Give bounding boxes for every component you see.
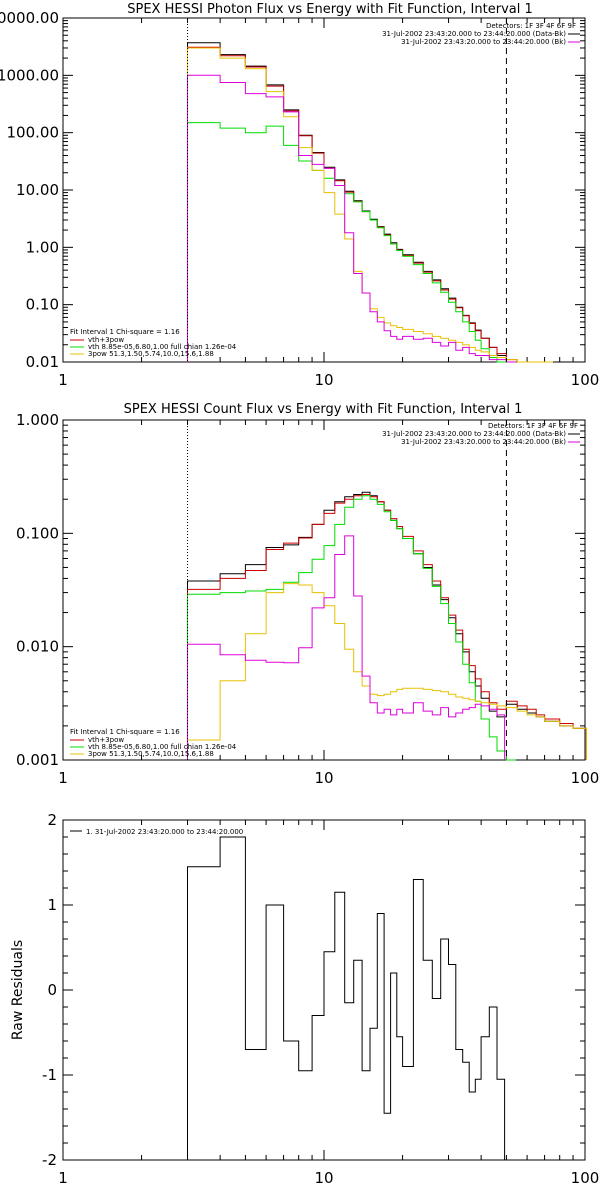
- y-tick-label: 0.01: [26, 353, 59, 371]
- photon-series-data-bk: [187, 42, 516, 363]
- x-tick-label: 100: [571, 1169, 600, 1187]
- photon-series: [187, 42, 553, 363]
- x-tick-label: 100: [571, 769, 600, 787]
- count-legend-fit: vth+3pow: [88, 736, 124, 744]
- y-tick-label: 0.10: [26, 296, 59, 314]
- photon-flux-title: SPEX HESSI Photon Flux vs Energy with Fi…: [127, 2, 533, 17]
- count-series-3pow: [187, 583, 587, 760]
- residuals-legend: 1. 31-Jul-2002 23:43:20.000 to 23:44:20.…: [86, 828, 243, 836]
- residuals-panel: 1 10 100 -2 -1 0 1 2 Raw Residuals 1. 31-Jul-20…: [10, 811, 599, 1187]
- y-tick-label: 100.00: [7, 124, 60, 142]
- photon-legend-3pow: 3pow 51.3,1.50,5.74,10.0,15.6,1.88: [88, 350, 214, 358]
- y-tick-label: 10000.00: [0, 9, 59, 27]
- count-legend-vth: vth 8.85e-05,6.80,1.00 full chian 1.26e-…: [88, 743, 237, 751]
- count-series-data-bk: [187, 491, 587, 760]
- count-series-vth-3pow: [187, 494, 587, 760]
- photon-detectors: Detectors: 1F 3F 4F 6F 9F: [486, 22, 576, 30]
- photon-legend-fit: vth+3pow: [88, 336, 124, 344]
- x-tick-label: 1: [58, 371, 68, 389]
- x-tick-label: 10: [314, 371, 333, 389]
- count-series: [187, 491, 587, 761]
- photon-axis-ticks: 1 10 100 0.01 0.10 1.00 10.00 100.00 1000.00 1000…: [0, 9, 599, 389]
- y-tick-label: 2: [47, 811, 57, 829]
- photon-flux-panel: SPEX HESSI Photon Flux vs Energy with Fi…: [0, 2, 599, 389]
- residuals-y-label: Raw Residuals: [10, 940, 26, 1040]
- residuals-series: [187, 836, 506, 1160]
- y-tick-label: 0: [47, 981, 57, 999]
- photon-series-vth: [187, 122, 516, 363]
- photon-series-3pow: [187, 47, 553, 363]
- y-tick-label: 1.000: [16, 411, 59, 429]
- photon-header-line2: 31-Jul-2002 23:43:20.000 to 23:44:20.000…: [401, 38, 566, 46]
- photon-legend-title: Fit Interval 1 Chi-square = 1.16: [70, 328, 180, 336]
- x-tick-label: 1: [58, 769, 68, 787]
- residuals-series-1-31-jul-2002-23-43-20-000-to-23-44-20-000: [187, 836, 506, 1160]
- count-header-line1: 31-Jul-2002 23:43:20.000 to 23:44:20.000…: [382, 430, 566, 438]
- count-flux-title: SPEX HESSI Count Flux vs Energy with Fit…: [124, 402, 523, 417]
- y-tick-label: 1.00: [26, 238, 59, 256]
- photon-legend-vth: vth 8.85e-05,6.80,1.00 full chian 1.26e-…: [88, 343, 237, 351]
- count-header-line2: 31-Jul-2002 23:43:20.000 to 23:44:20.000…: [401, 438, 566, 446]
- y-tick-label: 1000.00: [0, 66, 59, 84]
- y-tick-label: 10.00: [16, 181, 59, 199]
- count-detectors: Detectors: 1F 3F 4F 6F 9F: [488, 422, 578, 430]
- count-flux-panel: SPEX HESSI Count Flux vs Energy with Fit…: [16, 402, 599, 787]
- y-tick-label: 1: [47, 896, 57, 914]
- residuals-axis-ticks: 1 10 100 -2 -1 0 1 2: [42, 811, 599, 1187]
- photon-series-vth-3pow: [187, 46, 553, 363]
- count-series-bk: [187, 535, 506, 760]
- photon-header-line1: 31-Jul-2002 23:43:20.000 to 23:44:20.000…: [382, 30, 566, 38]
- count-legend-title: Fit Interval 1 Chi-square = 1.16: [70, 728, 180, 736]
- x-tick-label: 1: [58, 1169, 68, 1187]
- count-series-vth: [187, 495, 516, 761]
- photon-series-bk: [187, 74, 516, 363]
- y-tick-label: 0.100: [16, 524, 59, 542]
- y-tick-label: -1: [42, 1066, 57, 1084]
- x-tick-label: 100: [571, 371, 600, 389]
- x-tick-label: 10: [314, 1169, 333, 1187]
- y-tick-label: 0.010: [16, 638, 59, 656]
- x-tick-label: 10: [314, 769, 333, 787]
- count-legend-3pow: 3pow 51.3,1.50,5.74,10.0,15.6,1.88: [88, 750, 214, 758]
- y-tick-label: 0.001: [16, 751, 59, 769]
- y-tick-label: -2: [42, 1151, 57, 1169]
